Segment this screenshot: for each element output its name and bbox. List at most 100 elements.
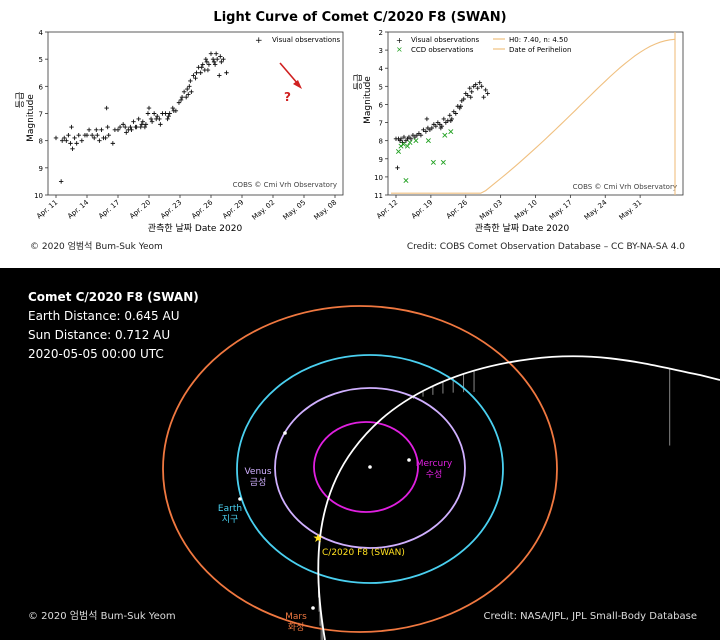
y-tick-label: 6	[379, 101, 384, 109]
visual-point	[138, 124, 143, 130]
visual-point	[89, 133, 95, 138]
visual-point	[62, 135, 67, 141]
mars-orbit	[162, 305, 558, 633]
visual-point	[149, 119, 155, 124]
visual-point	[429, 125, 435, 131]
visual-point	[187, 84, 192, 89]
visual-point	[219, 59, 224, 65]
visual-point	[110, 141, 116, 146]
visual-point	[211, 59, 217, 65]
visual-point	[129, 127, 134, 132]
visual-point	[224, 70, 229, 75]
visual-point	[178, 97, 184, 103]
visual-point	[165, 116, 170, 122]
visual-point	[215, 56, 220, 62]
y-tick-label: 8	[379, 138, 383, 146]
visual-point	[117, 124, 123, 130]
visual-point	[58, 179, 64, 184]
chart2-legend-marker-ccd: ×	[396, 45, 403, 54]
chart1-xlabel: 관측한 날짜 Date 2020	[148, 223, 243, 234]
visual-point	[418, 133, 424, 138]
visual-point	[194, 70, 199, 75]
y-tick-label: 2	[379, 29, 383, 37]
visual-point	[166, 114, 171, 119]
visual-point	[158, 122, 163, 127]
comet-label: C/2020 F8 (SWAN)	[322, 548, 405, 558]
visual-point	[203, 56, 209, 62]
visual-point	[103, 135, 108, 141]
y-tick-label: 9	[379, 156, 383, 164]
mercury-label: Mercury	[416, 459, 453, 469]
ccd-point	[407, 139, 413, 145]
visual-point	[64, 138, 69, 143]
chart2-legend-label-model: H0: 7.40, n: 4.50	[509, 36, 568, 44]
visual-point	[200, 62, 205, 67]
visual-point	[205, 67, 211, 73]
chart1-annotation-arrow: ?	[279, 62, 302, 104]
visual-point	[473, 82, 478, 87]
visual-point	[185, 86, 190, 92]
comet-star-icon: ★	[313, 531, 324, 545]
visual-point	[76, 133, 81, 138]
visual-point	[453, 111, 458, 116]
visual-point	[143, 122, 149, 127]
mars-marker	[311, 606, 315, 610]
venus-label-ko: 금성	[250, 477, 267, 488]
visual-point	[157, 116, 162, 122]
earth-label-ko: 지구	[222, 514, 239, 525]
model-curve	[391, 38, 676, 194]
credit-top: Credit: COBS Comet Observation Database …	[407, 242, 685, 252]
visual-point	[186, 92, 191, 97]
visual-point	[217, 73, 222, 78]
visual-point	[148, 116, 154, 122]
visual-point	[68, 141, 73, 146]
visual-point	[145, 111, 151, 116]
visual-point	[69, 124, 74, 130]
visual-point	[433, 123, 439, 129]
visual-point	[74, 141, 79, 146]
visual-point	[79, 138, 85, 143]
y-tick-label: 11	[374, 192, 383, 200]
credit-bottom: Credit: NASA/JPL, JPL Small-Body Databas…	[484, 611, 698, 622]
visual-point	[424, 116, 430, 122]
visual-point	[400, 140, 405, 145]
mars-label: Mars	[285, 612, 307, 622]
mars-label-ko: 화성	[288, 622, 305, 633]
visual-point	[485, 91, 490, 96]
visual-point	[97, 138, 102, 143]
visual-point	[146, 105, 152, 111]
ccd-point	[448, 129, 454, 135]
y-tick-label: 9	[39, 165, 43, 173]
mercury-label-ko: 수성	[426, 469, 443, 480]
y-tick-label: 5	[39, 56, 43, 64]
visual-point	[221, 56, 226, 62]
visual-point	[170, 105, 175, 111]
visual-point	[176, 100, 182, 105]
visual-point	[477, 80, 482, 85]
ccd-point	[400, 141, 406, 147]
chart2-legend-label-visual: Visual observations	[411, 36, 480, 44]
visual-point	[465, 93, 470, 98]
visual-point	[483, 87, 488, 93]
visual-point	[191, 73, 196, 78]
visual-point	[395, 165, 400, 171]
visual-point	[475, 85, 480, 91]
y-tick-label: 4	[379, 65, 384, 73]
visual-point	[140, 119, 145, 124]
copyright-bottom: © 2020 엄범석 Bum-Suk Yeom	[28, 610, 176, 622]
visual-point	[139, 122, 144, 127]
ccd-point	[430, 159, 436, 165]
ccd-point	[413, 138, 419, 144]
visual-point	[136, 116, 141, 122]
ccd-point	[442, 132, 448, 138]
visual-point	[441, 116, 447, 122]
chart2-legend-label-ccd: CCD observations	[411, 46, 474, 54]
orbit-panel-bg	[0, 268, 720, 640]
venus-orbit	[274, 387, 466, 549]
chart2-legend-label-perihelion: Date of Perihelion	[509, 46, 571, 54]
visual-point	[468, 95, 473, 100]
visual-point	[115, 127, 121, 132]
visual-point	[105, 124, 110, 130]
chart2-legend-marker-visual: +	[396, 36, 403, 45]
visual-point	[84, 133, 90, 138]
